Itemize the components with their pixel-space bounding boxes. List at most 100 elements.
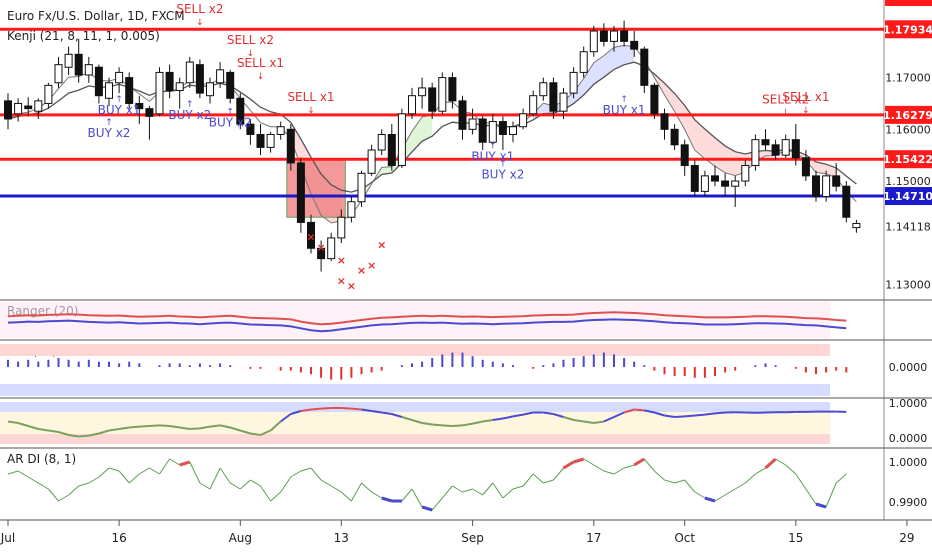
time-tick-label: 13 [334,531,349,545]
msi-lower-band [0,384,830,396]
signal-label-buy: BUY x2 [168,108,211,122]
x-mark-icon: × [316,241,325,254]
signal-label-buy: BUY x1 [471,149,514,163]
pane-label: AR DI (8, 1) [7,452,76,466]
candle-body [580,52,587,73]
time-tick-label: 29 [899,531,914,545]
time-tick-label: 15 [788,531,803,545]
time-tick-label: Aug [229,531,252,545]
y-tick-label: 1.16000 [885,123,931,136]
signal-arrow-icon: ↓ [196,18,204,28]
candle-body [217,70,224,83]
tdi-segment [715,413,725,414]
msi-tick-label: 0.0000 [889,361,928,374]
candle-body [166,72,173,90]
ardi-tick-label: 0.9900 [889,496,928,509]
tdi-segment [311,409,321,410]
candle-body [75,54,82,75]
candle-body [277,127,284,135]
candle [843,181,850,222]
candle-body [590,31,597,52]
candle-body [196,65,203,93]
tdi-segment [452,425,462,426]
tdi-segment [634,410,644,411]
candle-body [378,134,385,150]
candle [398,109,405,168]
x-mark-icon: × [337,274,346,287]
tdi-tick-label: 0.0000 [889,432,928,445]
time-tick-label: 17 [586,531,601,545]
tdi-segment [432,425,442,426]
candle-body [267,134,274,147]
y-tick-label: 1.13000 [885,278,931,291]
y-tick-label: 1.17000 [885,72,931,85]
candle-body [732,181,739,186]
tdi-segment [675,416,685,417]
candle-body [843,186,850,217]
signal-arrow-icon: ↓ [782,108,790,118]
candle [651,83,658,119]
x-mark-icon: × [377,238,386,251]
candle-body [126,78,133,104]
signal-label-sell: SELL x1 [782,90,829,104]
candle [439,72,446,113]
signal-label-sell: SELL x2 [227,33,274,47]
x-mark-icon: × [357,264,366,277]
tdi-tick-label: 1.0000 [889,397,928,410]
candle-body [95,67,102,95]
candle-body [611,31,618,41]
tdi-segment [149,425,159,426]
candle-body [358,173,365,201]
candle-body [388,134,395,165]
signal-arrow-icon: ↓ [257,72,265,82]
ardi-tick-label: 1.0000 [889,456,928,469]
signal-arrow-icon: ↑ [499,159,507,169]
candle-body [368,150,375,173]
candle-body [570,72,577,93]
candle-body [257,134,264,147]
candle-body [681,145,688,166]
candle-body [671,129,678,145]
tdi-lower-band [0,434,830,444]
msi-upper-band [0,344,830,356]
candle-body [439,78,446,112]
candle-body [802,158,809,176]
candle-body [156,72,163,113]
candle-body [722,181,729,186]
signal-arrow-icon: ↑ [226,108,234,118]
signal-label-buy: BUY x1 [98,103,141,117]
candle-body [85,65,92,75]
candle-body [25,106,32,109]
tdi-segment [129,427,139,428]
y-tick-label: 1.15000 [885,175,931,188]
price-label-last: 1.14118 [885,221,931,234]
price-label: 1.14710 [883,190,932,203]
candle-body [772,145,779,155]
signal-label-sell: SELL x1 [287,90,334,104]
candle-body [287,129,294,163]
candle-body [540,83,547,96]
tdi-segment [695,415,705,416]
x-mark-icon: × [367,259,376,272]
tdi-segment [190,428,200,429]
candle-body [853,223,860,227]
candle-body [621,31,628,41]
signal-arrow-icon: ↑ [115,95,123,105]
candle-body [207,83,214,96]
tdi-segment [341,408,351,409]
tdi-segment [442,425,452,426]
x-mark-icon: × [337,254,346,267]
candle-body [116,72,123,82]
time-tick-label: Sep [461,531,484,545]
candle-body [328,238,335,259]
candle-body [227,72,234,98]
price-label: 1.17934 [883,23,932,36]
candle-body [429,88,436,111]
candle [358,171,365,207]
signal-arrow-icon: ↑ [186,100,194,110]
candle-body [520,114,527,127]
candle-body [469,119,476,129]
candle-body [651,85,658,113]
